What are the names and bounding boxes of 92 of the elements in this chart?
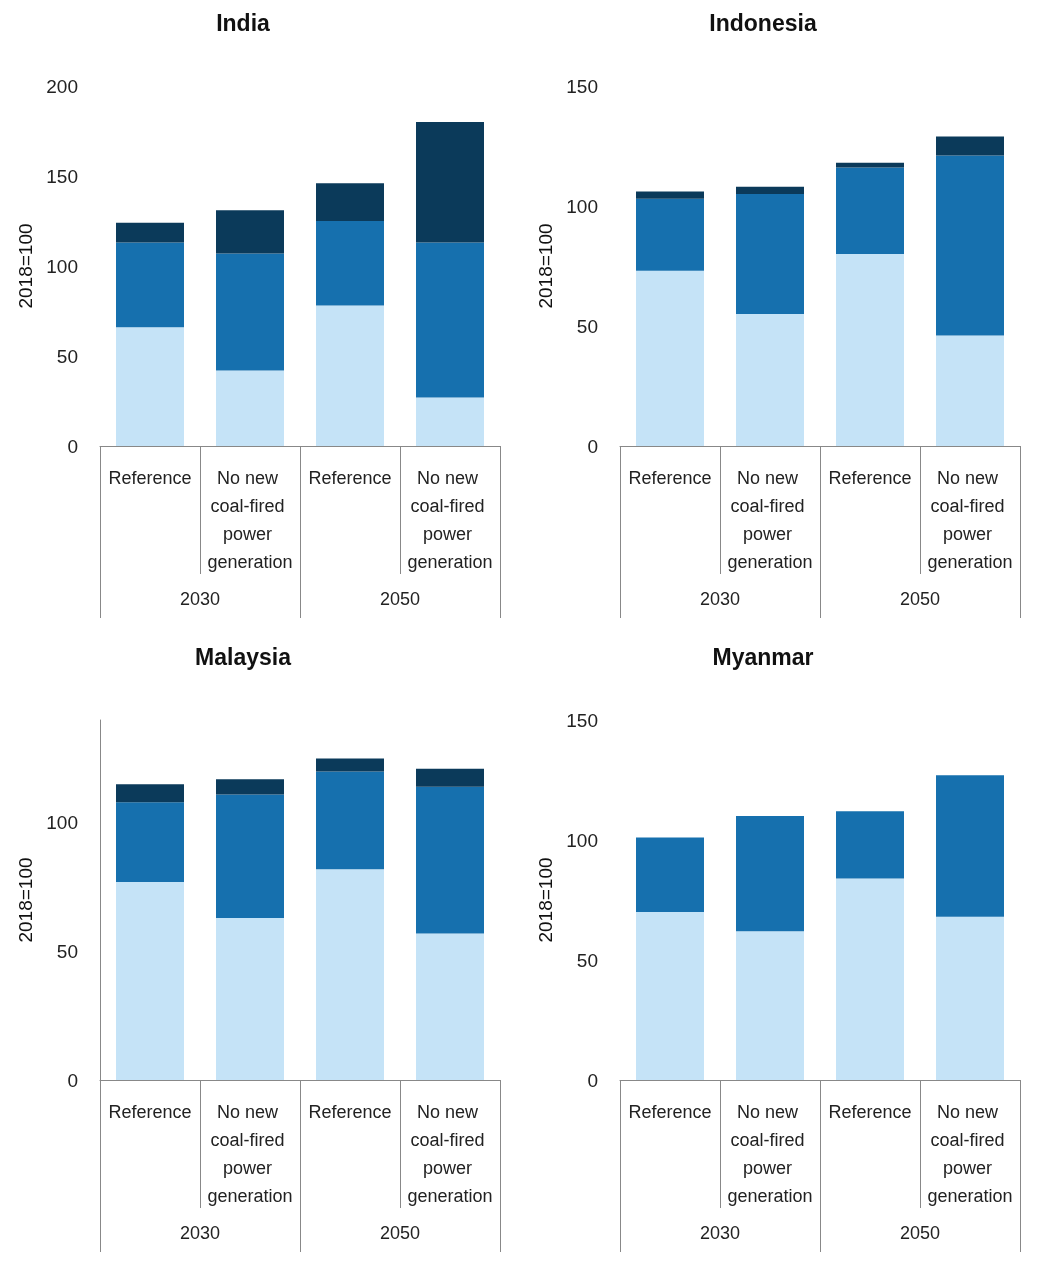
y-axis-title: 2018=100 xyxy=(15,223,37,309)
bar xyxy=(416,122,484,243)
y-tick-label: 0 xyxy=(67,1069,78,1091)
bar xyxy=(316,771,384,870)
bar xyxy=(116,802,184,882)
x-tick-label: No new coal-fired power generation xyxy=(727,468,813,572)
bar xyxy=(736,816,804,932)
x-tick-label: No new coal-fired power generation xyxy=(207,1102,293,1206)
x-tick-label: Reference xyxy=(628,1102,712,1122)
bar xyxy=(416,397,484,446)
bar xyxy=(416,768,484,787)
bar xyxy=(836,254,904,446)
chart-title: Myanmar xyxy=(712,643,814,670)
x-tick-label: Reference xyxy=(108,1102,192,1122)
bar xyxy=(936,136,1004,156)
chart-title: Malaysia xyxy=(195,643,292,670)
text: 2050 xyxy=(899,1223,941,1243)
y-tick-label: 150 xyxy=(566,75,598,97)
bar xyxy=(636,837,704,912)
chart-title: Indonesia xyxy=(709,9,817,36)
bar xyxy=(416,242,484,398)
text: 2030 xyxy=(699,589,741,609)
bar xyxy=(216,918,284,1080)
y-tick-label: 50 xyxy=(576,315,598,337)
bar xyxy=(116,222,184,243)
x-tick-label: Reference xyxy=(308,468,392,488)
text: 2050 xyxy=(379,1223,421,1243)
y-axis-title: 2018=100 xyxy=(15,857,37,943)
y-axis-title: 2018=100 xyxy=(535,223,557,309)
x-tick-label: Reference xyxy=(308,1102,392,1122)
y-tick-label: 0 xyxy=(587,1069,598,1091)
bar xyxy=(316,758,384,772)
bar xyxy=(116,327,184,446)
y-tick-label: 100 xyxy=(46,812,78,834)
y-tick-label: 50 xyxy=(576,949,598,971)
y-tick-label: 100 xyxy=(566,195,598,217)
x-tick-label: No new coal-fired power generation xyxy=(727,1102,813,1206)
bar xyxy=(936,775,1004,917)
text: 2030 xyxy=(699,1223,741,1243)
x-tick-label: No new coal-fired power generation xyxy=(207,468,293,572)
x-tick-label: Reference xyxy=(628,468,712,488)
bar xyxy=(936,155,1004,336)
y-tick-label: 0 xyxy=(587,435,598,457)
bar xyxy=(316,183,384,221)
x-tick-label: Reference xyxy=(828,1102,912,1122)
bar xyxy=(416,933,484,1080)
bar xyxy=(936,916,1004,1080)
y-tick-label: 0 xyxy=(67,435,78,457)
x-tick-label: Reference xyxy=(828,468,912,488)
bar xyxy=(216,370,284,446)
y-axis-title: 2018=100 xyxy=(535,857,557,943)
bar xyxy=(836,811,904,879)
bar xyxy=(216,253,284,371)
y-tick-label: 50 xyxy=(56,345,78,367)
bar xyxy=(836,878,904,1080)
bar xyxy=(636,912,704,1080)
bar xyxy=(216,779,284,795)
bar xyxy=(836,167,904,254)
x-tick-label: No new coal-fired power generation xyxy=(927,468,1013,572)
bar xyxy=(316,869,384,1080)
bar xyxy=(216,794,284,918)
chart-title: India xyxy=(216,9,271,36)
bar xyxy=(636,270,704,446)
bar xyxy=(416,786,484,934)
y-tick-label: 100 xyxy=(46,255,78,277)
text: 2050 xyxy=(379,589,421,609)
bar xyxy=(116,882,184,1080)
bar xyxy=(836,162,904,168)
bar xyxy=(736,194,804,314)
text: 2030 xyxy=(179,1223,221,1243)
bar xyxy=(116,784,184,803)
bar xyxy=(936,335,1004,446)
bar xyxy=(116,242,184,328)
x-tick-label: No new coal-fired power generation xyxy=(407,468,493,572)
y-tick-label: 150 xyxy=(566,709,598,731)
bar xyxy=(736,314,804,446)
bar xyxy=(216,210,284,254)
y-tick-label: 150 xyxy=(46,165,78,187)
text: 2030 xyxy=(179,589,221,609)
bar xyxy=(316,221,384,306)
y-tick-label: 50 xyxy=(56,940,78,962)
x-tick-label: Reference xyxy=(108,468,192,488)
text: 2050 xyxy=(899,589,941,609)
bar xyxy=(316,305,384,446)
bar xyxy=(636,191,704,199)
bar xyxy=(636,198,704,271)
x-tick-label: No new coal-fired power generation xyxy=(407,1102,493,1206)
bar xyxy=(736,186,804,194)
y-tick-label: 100 xyxy=(566,829,598,851)
x-tick-label: No new coal-fired power generation xyxy=(927,1102,1013,1206)
bar xyxy=(736,931,804,1080)
y-tick-label: 200 xyxy=(46,75,78,97)
